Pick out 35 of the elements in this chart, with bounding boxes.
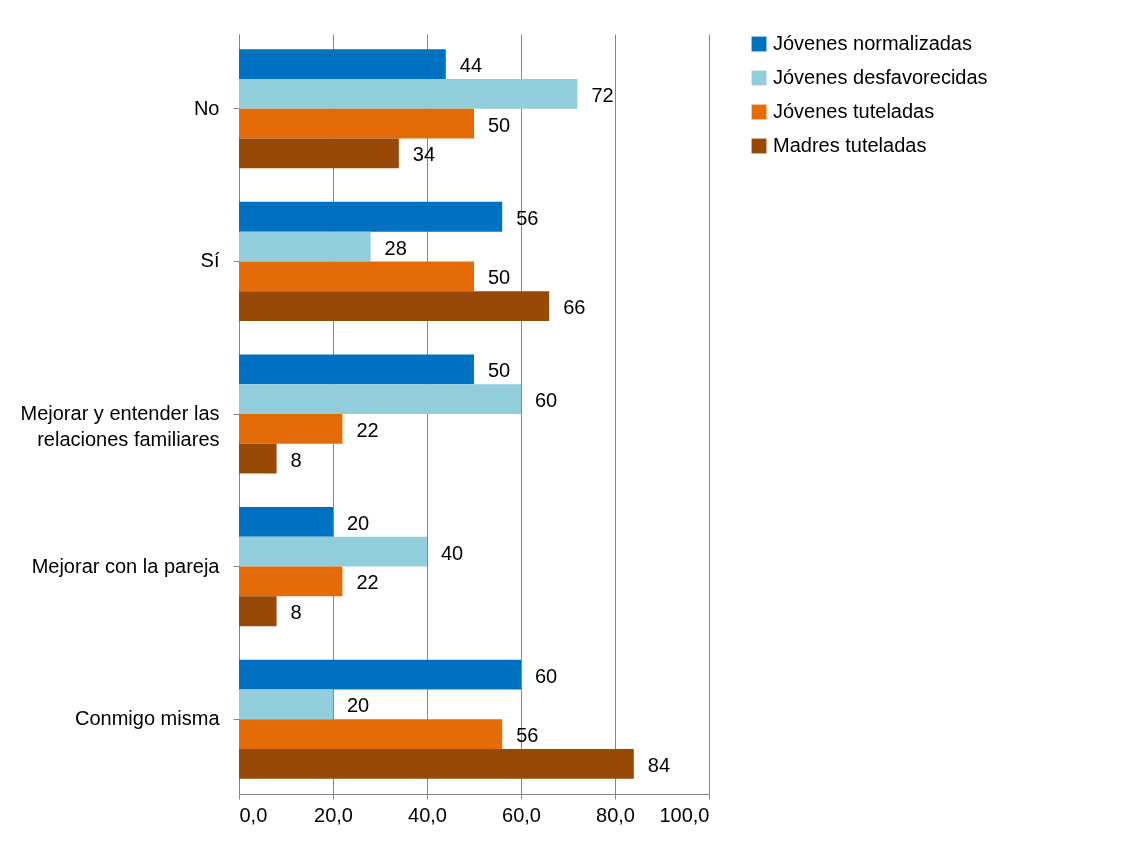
data-label: 28 — [384, 236, 407, 259]
x-tick-label: 0,0 — [239, 803, 268, 826]
data-label: 50 — [488, 113, 511, 136]
data-label: 20 — [347, 694, 370, 717]
data-label: 22 — [356, 571, 379, 594]
legend-label: Madres tuteladas — [773, 134, 927, 156]
legend-label: Jóvenes desfavorecidas — [773, 66, 988, 88]
y-tick-label: Mejorar y entender las relaciones familiares — [20, 402, 220, 450]
data-label: 8 — [290, 448, 302, 471]
data-label: 50 — [488, 359, 511, 382]
legend-label: Jóvenes tuteladas — [773, 100, 935, 122]
y-tick-label: Sí — [200, 249, 220, 272]
data-label: 56 — [516, 206, 539, 229]
data-label: 56 — [516, 724, 539, 747]
data-label: 20 — [347, 511, 370, 534]
x-tick-label: 20,0 — [314, 803, 353, 826]
data-label: 60 — [535, 389, 558, 412]
data-label: 66 — [563, 296, 586, 319]
x-tick-label: 80,0 — [596, 803, 635, 826]
y-tick-label: Conmigo misma — [75, 707, 221, 730]
data-label: 8 — [290, 601, 302, 624]
legend-label: Jóvenes normalizadas — [773, 32, 972, 54]
data-label: 40 — [441, 541, 464, 564]
data-label: 60 — [535, 664, 558, 687]
x-tick-label: 60,0 — [502, 803, 541, 826]
y-tick-label: Mejorar con la pareja — [31, 554, 221, 577]
data-label: 84 — [647, 753, 671, 776]
data-label: 44 — [459, 54, 483, 77]
data-label: 34 — [412, 143, 436, 166]
x-tick-label: 40,0 — [408, 803, 447, 826]
data-label: 72 — [591, 83, 614, 106]
data-label: 50 — [488, 266, 511, 289]
x-tick-label: 100,0 — [659, 803, 710, 826]
y-tick-label: No — [193, 96, 220, 119]
data-label: 22 — [356, 418, 379, 441]
